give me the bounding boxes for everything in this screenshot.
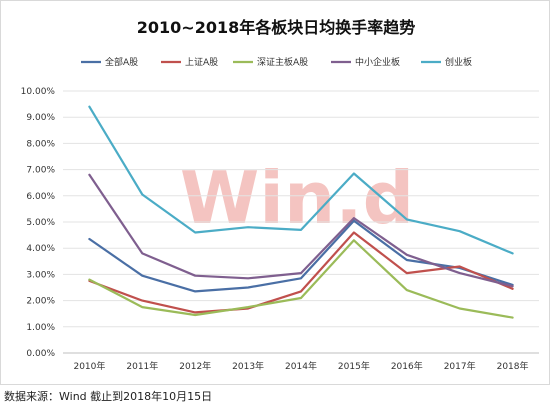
y-tick-label: 4.00% (26, 244, 55, 254)
y-tick-label: 9.00% (26, 113, 55, 123)
source-note: 数据来源：Wind 截止到2018年10月15日 (4, 390, 213, 403)
x-tick-label: 2010年 (73, 360, 105, 372)
y-axis-ticks: 0.00% 1.00% 2.00% 3.00% 4.00% 5.00% 6.00% 7.00%… (21, 87, 56, 359)
line-chart: 2010~2018年各板块日均换手率趋势 Win.d 全部A股 上证A股 深证主板A… (21, 18, 539, 372)
y-tick-label: 2.00% (26, 297, 55, 307)
legend-label: 全部A股 (105, 56, 138, 68)
y-tick-label: 0.00% (26, 349, 55, 359)
x-tick-label: 2011年 (126, 360, 158, 372)
x-tick-label: 2014年 (285, 360, 317, 372)
y-tick-label: 10.00% (21, 87, 56, 97)
y-tick-label: 7.00% (26, 166, 55, 176)
x-tick-label: 2013年 (232, 360, 264, 372)
legend-label: 中小企业板 (355, 56, 400, 68)
y-tick-label: 1.00% (26, 323, 55, 333)
x-tick-label: 2012年 (179, 360, 211, 372)
grid-lines (63, 90, 539, 354)
series-line (88, 239, 514, 319)
x-tick-label: 2018年 (497, 360, 529, 372)
series-line (88, 231, 514, 314)
x-axis-ticks: 2010年 2011年 2012年 2013年 2014年 2015年 2016年 2017年… (73, 360, 528, 372)
series-lines (88, 105, 514, 319)
legend-label: 深证主板A股 (257, 56, 308, 68)
x-tick-label: 2015年 (338, 360, 370, 372)
series-line (88, 105, 514, 255)
legend-label: 上证A股 (185, 57, 218, 68)
y-tick-label: 3.00% (26, 270, 55, 280)
watermark: Win.d (180, 156, 414, 240)
chart-container: 2010~2018年各板块日均换手率趋势 Win.d 全部A股 上证A股 深证主板A… (0, 0, 550, 385)
legend: 全部A股 上证A股 深证主板A股 中小企业板 创业板 (81, 56, 472, 68)
x-tick-label: 2016年 (391, 360, 423, 372)
series-line (88, 219, 514, 293)
x-tick-label: 2017年 (444, 360, 476, 372)
chart-title: 2010~2018年各板块日均换手率趋势 (137, 18, 415, 37)
series-line (88, 173, 514, 288)
y-tick-label: 6.00% (26, 192, 55, 202)
y-tick-label: 8.00% (26, 139, 55, 149)
y-tick-label: 5.00% (26, 218, 55, 228)
legend-label: 创业板 (445, 56, 472, 68)
